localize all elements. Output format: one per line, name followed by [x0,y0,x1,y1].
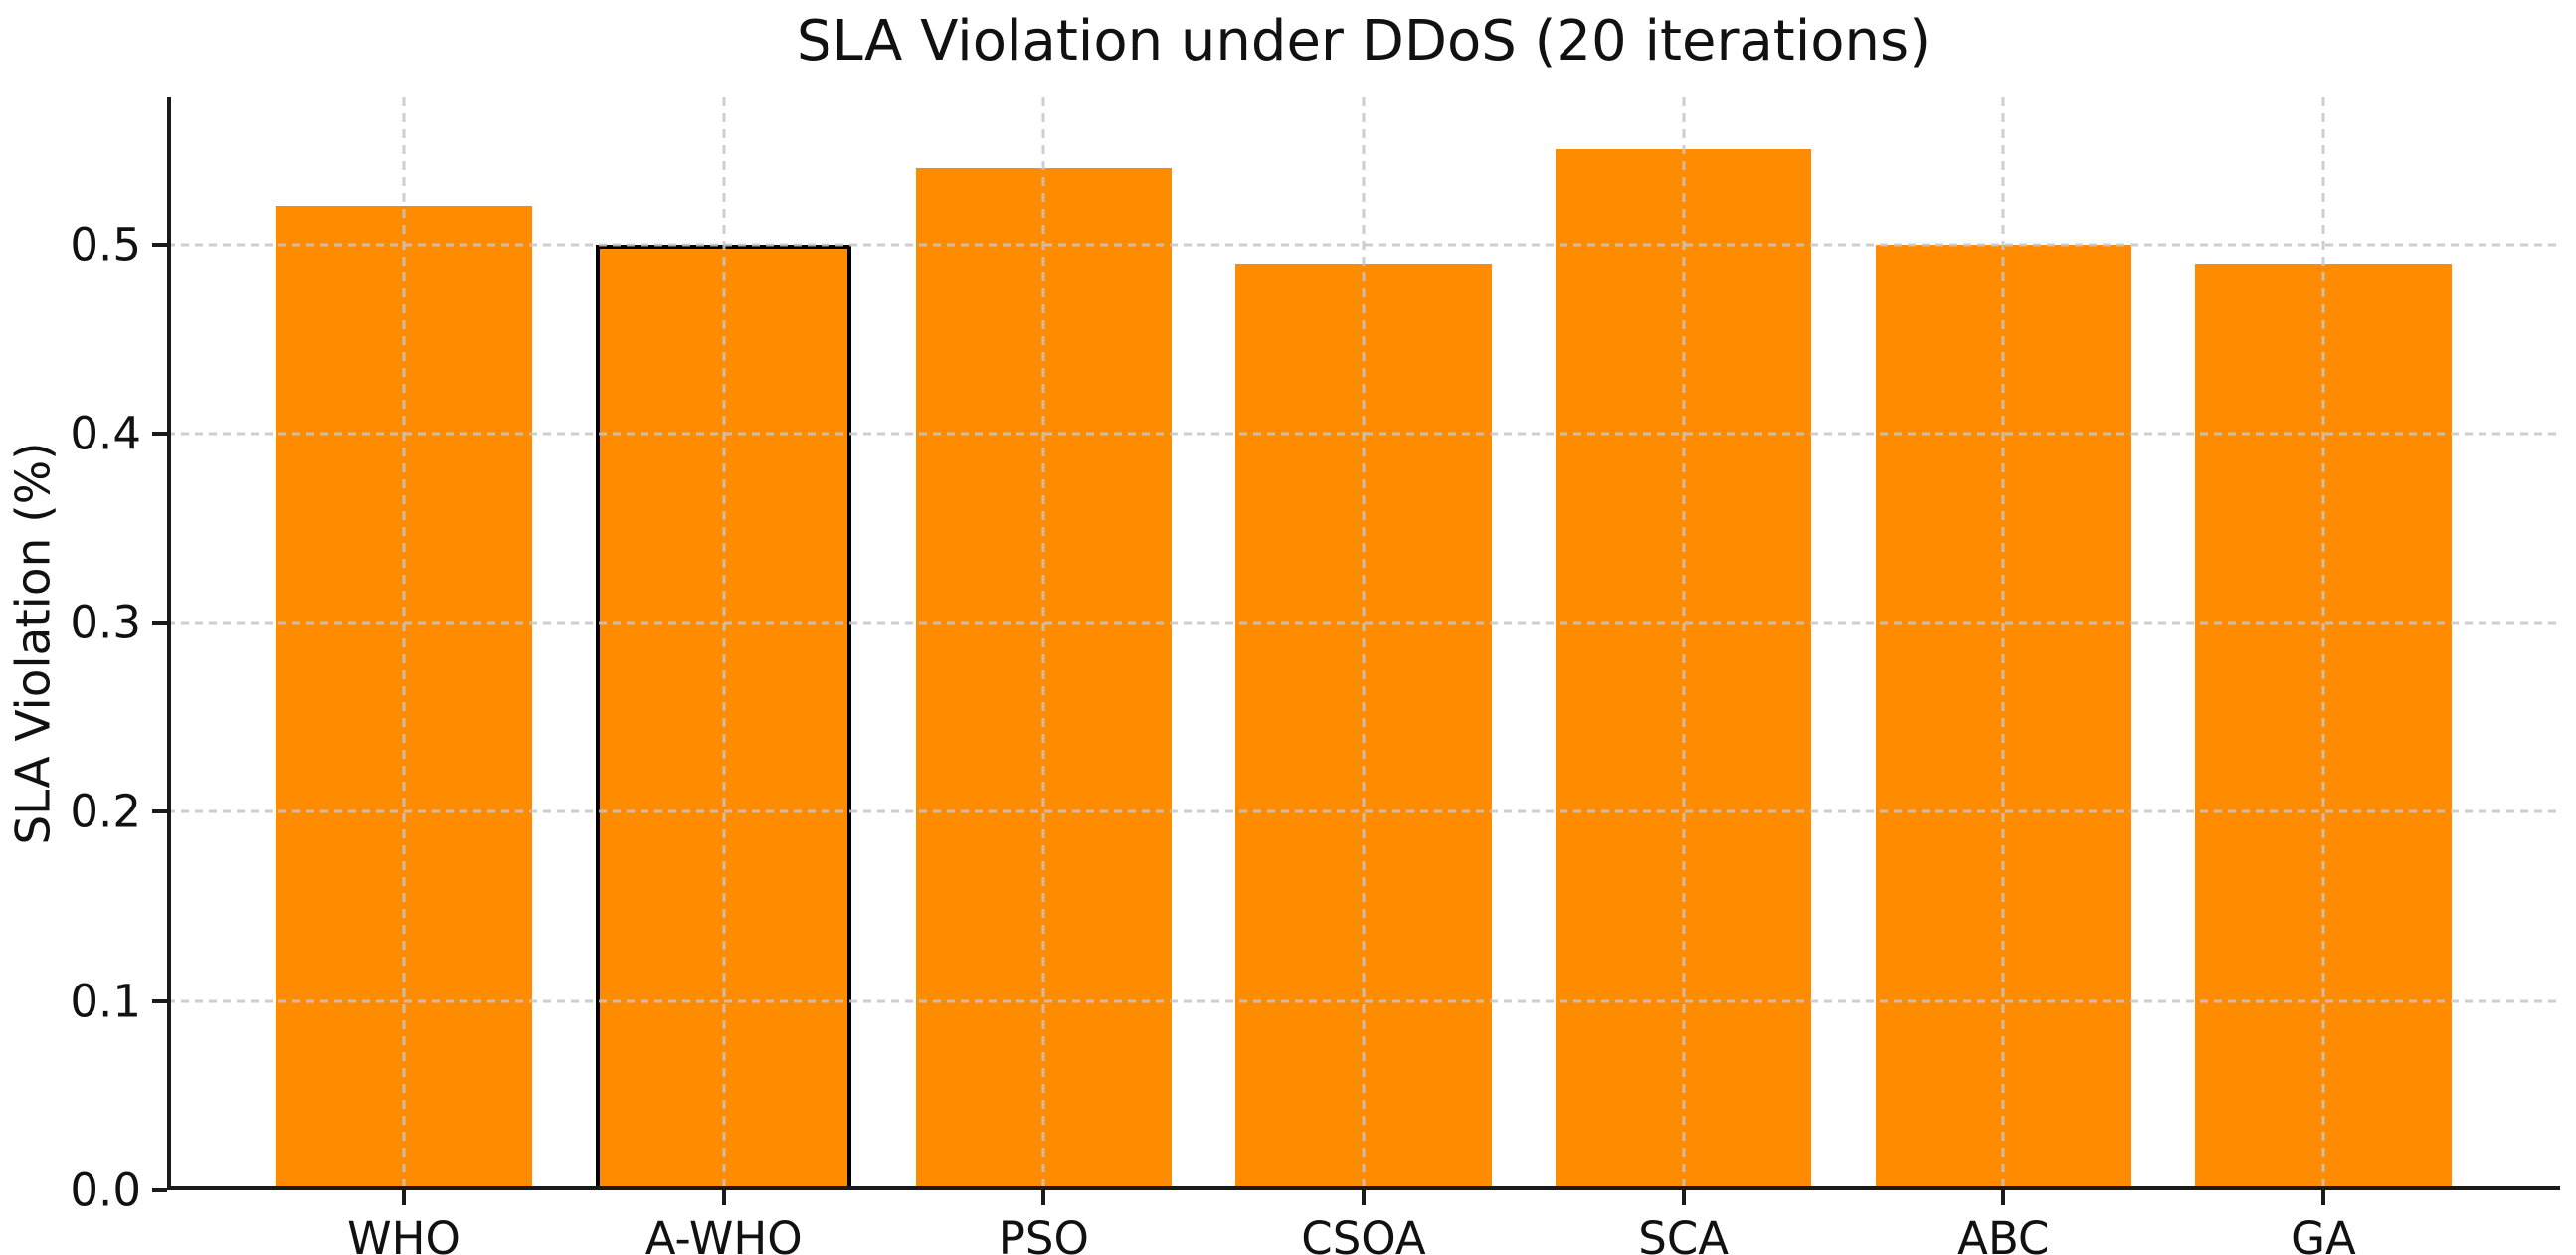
y-tick-mark [152,1188,167,1192]
y-tick-mark [152,998,167,1003]
y-tick-label-0.2: 0.2 [70,785,141,838]
y-axis-spine [167,97,171,1190]
y-tick-label-0.3: 0.3 [70,596,141,649]
plot-area: 0.0 0.1 0.2 0.3 0.4 0.5 WHO A-WHO PSO CSOA SCA ABC… [70,97,2560,1255]
x-tick-label-SCA: SCA [1638,1212,1730,1255]
gridline-vertical [722,97,726,1190]
x-tick-label-GA: GA [2291,1212,2356,1255]
x-tick-mark [2001,1190,2006,1205]
gridline-vertical [1682,97,1686,1190]
x-tick-mark [2320,1190,2325,1205]
gridline-vertical [1362,97,1366,1190]
y-tick-mark [152,431,167,436]
y-tick-mark [152,809,167,814]
x-tick-label-ABC: ABC [1957,1212,2050,1255]
gridline-vertical [2321,97,2325,1190]
gridline-vertical [1041,97,1045,1190]
x-tick-label-A-WHO: A-WHO [644,1212,803,1255]
x-tick-mark [721,1190,726,1205]
chart-title: SLA Violation under DDoS (20 iterations) [796,9,1932,74]
x-tick-mark [1041,1190,1046,1205]
y-tick-label-0.5: 0.5 [70,218,141,270]
y-tick-label-0.4: 0.4 [70,407,141,460]
y-axis-label: SLA Violation (%) [6,442,62,845]
y-tick-mark [152,621,167,626]
x-tick-label-PSO: PSO [998,1212,1089,1255]
y-tick-mark [152,242,167,247]
x-tick-mark [402,1190,407,1205]
y-tick-label-0.0: 0.0 [70,1164,141,1217]
gridline-vertical [2001,97,2005,1190]
x-tick-mark [1362,1190,1366,1205]
x-tick-label-CSOA: CSOA [1301,1212,1426,1255]
x-tick-mark [1681,1190,1686,1205]
x-tick-label-WHO: WHO [347,1212,460,1255]
gridline-vertical [402,97,406,1190]
x-axis-spine [167,1186,2560,1190]
y-tick-label-0.1: 0.1 [70,975,141,1028]
